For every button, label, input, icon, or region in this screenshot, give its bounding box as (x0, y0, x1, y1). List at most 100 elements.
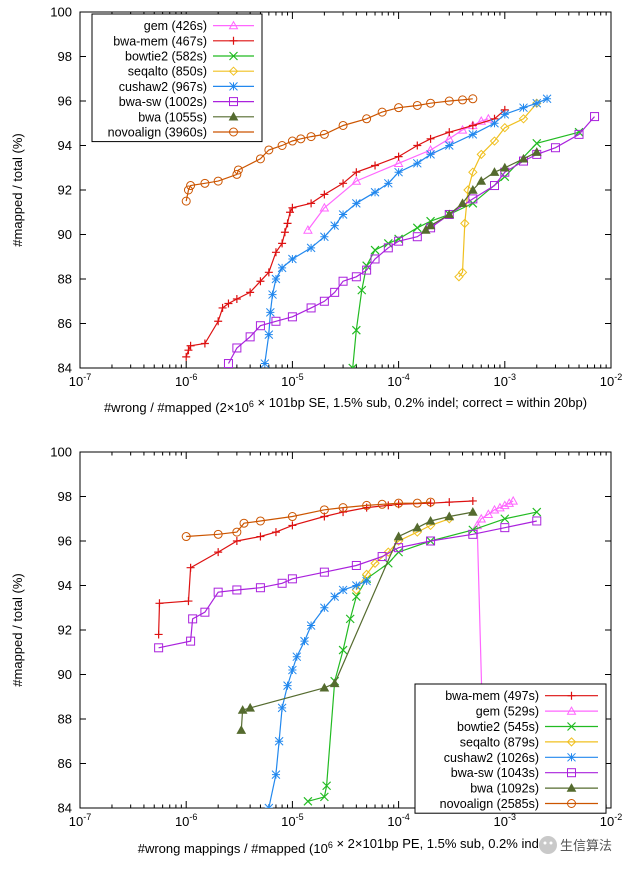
data-point (338, 120, 348, 130)
data-point (307, 199, 316, 208)
data-point (476, 149, 486, 160)
data-point (467, 507, 478, 516)
data-point (425, 220, 436, 230)
data-point (184, 346, 193, 355)
data-point (200, 339, 209, 348)
data-point (445, 128, 454, 137)
data-point (425, 515, 436, 525)
data-point (383, 547, 394, 557)
legend-entry-marker (567, 722, 576, 731)
data-point (412, 522, 423, 532)
series-line (458, 102, 538, 278)
data-point (542, 94, 552, 104)
legend-entry-marker (567, 691, 576, 700)
data-point (444, 96, 454, 106)
data-point (213, 529, 223, 539)
legend-entry-marker (229, 97, 238, 107)
data-point (232, 537, 241, 545)
data-point (271, 770, 281, 779)
data-point (232, 169, 242, 179)
data-point (468, 194, 478, 204)
data-point (271, 274, 281, 284)
x-tick-label: 10-2 (600, 812, 622, 829)
legend-entry-marker (229, 36, 238, 45)
y-tick-label: 90 (58, 667, 72, 682)
data-point (500, 109, 510, 119)
data-point (283, 681, 292, 690)
data-point (351, 581, 361, 590)
data-point (218, 303, 227, 312)
watermark-text: 生信算法 (560, 838, 612, 853)
data-point (468, 167, 478, 177)
data-point (394, 543, 404, 553)
y-tick-label: 88 (58, 272, 72, 287)
data-point (476, 176, 487, 185)
data-point (351, 272, 361, 282)
data-point (370, 254, 380, 264)
data-point (268, 290, 277, 299)
data-point (154, 630, 163, 639)
data-point (574, 129, 584, 139)
data-point (426, 150, 435, 159)
data-point (338, 585, 348, 595)
x-axis-label: #wrong mappings / #mapped (106 × 2×101bp… (138, 836, 554, 856)
wechat-logo-icon (539, 836, 557, 854)
legend-entry-marker (229, 127, 238, 137)
data-point (394, 234, 404, 244)
x-tick-label: 10-7 (69, 812, 91, 829)
data-point (394, 498, 404, 508)
data-point (330, 592, 340, 601)
data-point (444, 209, 455, 219)
data-point (256, 532, 265, 541)
data-point (412, 223, 422, 233)
data-point (357, 285, 367, 295)
data-point (444, 141, 454, 150)
data-point (532, 507, 542, 517)
data-point (329, 678, 340, 688)
x-tick-label: 10-6 (175, 812, 197, 829)
y-tick-label: 86 (58, 756, 72, 771)
data-point (214, 548, 223, 557)
data-point (426, 497, 436, 507)
data-point (412, 100, 422, 110)
data-point (338, 645, 348, 655)
data-point (370, 245, 380, 255)
data-point (531, 147, 542, 156)
wechat-logo-eye-left (543, 841, 547, 845)
data-point (232, 295, 241, 304)
legend-entry-marker (229, 82, 238, 91)
legend-entry-label: cushaw2 (1026s) (444, 751, 539, 765)
data-point (255, 154, 265, 164)
legend-entry-marker (566, 783, 577, 792)
y-tick-label: 96 (58, 534, 72, 549)
data-point (306, 132, 316, 142)
data-point (574, 127, 584, 137)
legend-entry-label: gem (529s) (476, 705, 539, 719)
data-point (500, 514, 510, 524)
data-point (278, 239, 287, 248)
legend-entry-label: seqalto (850s) (128, 65, 207, 79)
data-point (306, 303, 316, 313)
data-point (236, 725, 247, 734)
data-point (320, 190, 329, 199)
data-point (420, 225, 431, 234)
data-point (345, 614, 355, 624)
data-point (351, 325, 361, 335)
data-point (292, 652, 302, 662)
x-tick-label: 10-7 (69, 372, 91, 389)
data-point (319, 296, 329, 306)
data-point (303, 225, 313, 234)
series-line (352, 131, 580, 368)
data-point (237, 705, 248, 714)
data-point (288, 521, 297, 530)
data-point (468, 130, 478, 139)
data-point (393, 531, 404, 541)
data-point (288, 254, 297, 264)
watermark: 生信算法 (539, 836, 612, 854)
series-line (158, 500, 473, 635)
data-point (306, 621, 316, 630)
data-point (287, 512, 297, 522)
data-point (468, 529, 478, 539)
data-point (476, 115, 487, 125)
data-point (468, 121, 477, 130)
